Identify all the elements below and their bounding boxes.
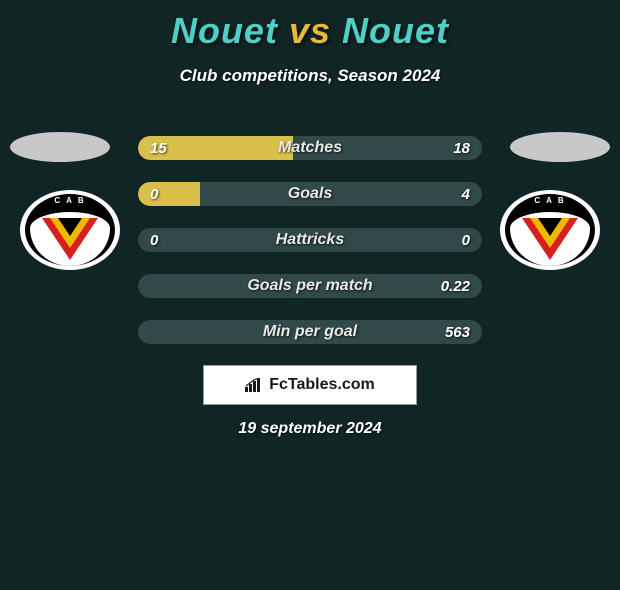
stat-bars: 1518Matches 04Goals 00Hattricks 0.22Goals p… xyxy=(138,136,482,366)
placeholder-right xyxy=(510,132,610,162)
stat-row: 0.22Goals per match xyxy=(138,274,482,298)
date-text: 19 september 2024 xyxy=(0,420,620,438)
stat-row: 04Goals xyxy=(138,182,482,206)
stat-label: Matches xyxy=(138,136,482,160)
chart-icon xyxy=(245,378,263,392)
stat-label: Min per goal xyxy=(138,320,482,344)
stat-row: 1518Matches xyxy=(138,136,482,160)
page-title: Nouet vs Nouet xyxy=(0,10,620,52)
stat-label: Goals xyxy=(138,182,482,206)
club-initials-left: C A B xyxy=(20,196,120,205)
title-vs: vs xyxy=(289,10,331,51)
subtitle: Club competitions, Season 2024 xyxy=(0,66,620,86)
stat-row: 563Min per goal xyxy=(138,320,482,344)
brand-logo: FcTables.com xyxy=(203,365,417,405)
brand-text: FcTables.com xyxy=(269,376,375,394)
club-initials-right: C A B xyxy=(500,196,600,205)
stat-label: Hattricks xyxy=(138,228,482,252)
placeholder-left xyxy=(10,132,110,162)
title-right: Nouet xyxy=(342,10,449,51)
club-badge-right: C A B xyxy=(500,190,600,270)
club-badge-left: C A B xyxy=(20,190,120,270)
stat-label: Goals per match xyxy=(138,274,482,298)
title-left: Nouet xyxy=(171,10,278,51)
stat-row: 00Hattricks xyxy=(138,228,482,252)
